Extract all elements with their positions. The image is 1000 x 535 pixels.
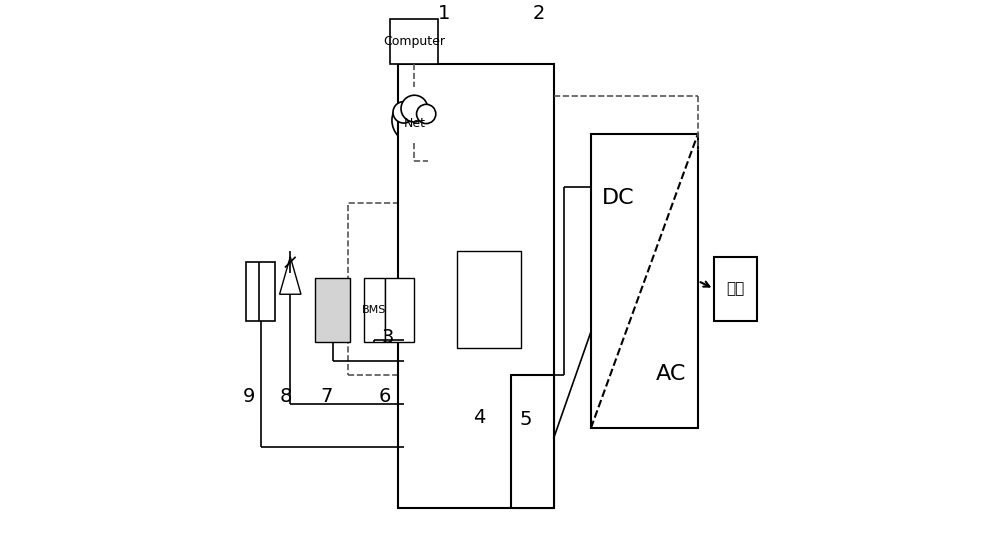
Text: 1: 1 bbox=[438, 4, 450, 23]
Text: 2: 2 bbox=[532, 4, 545, 23]
Bar bbox=[348, 203, 420, 374]
Text: 5: 5 bbox=[519, 410, 532, 430]
Circle shape bbox=[417, 104, 436, 124]
Text: 3: 3 bbox=[381, 327, 394, 347]
Bar bbox=[246, 262, 275, 321]
Circle shape bbox=[401, 95, 428, 122]
Text: Net: Net bbox=[403, 117, 425, 129]
Bar bbox=[457, 251, 521, 348]
Bar bbox=[714, 257, 757, 321]
Bar bbox=[591, 134, 698, 428]
Circle shape bbox=[393, 102, 414, 123]
Text: 负载: 负载 bbox=[726, 281, 745, 296]
Text: DC: DC bbox=[601, 188, 634, 208]
Bar bbox=[364, 278, 385, 342]
Bar bbox=[511, 374, 554, 508]
Text: BMS: BMS bbox=[362, 305, 386, 315]
Text: AC: AC bbox=[656, 364, 686, 385]
Text: 8: 8 bbox=[280, 387, 292, 407]
Text: 6: 6 bbox=[379, 387, 391, 407]
Bar bbox=[315, 278, 350, 342]
Bar bbox=[390, 19, 438, 64]
Bar bbox=[398, 64, 554, 508]
Text: Computer: Computer bbox=[383, 35, 445, 48]
Text: 9: 9 bbox=[242, 387, 255, 407]
Bar bbox=[385, 278, 414, 342]
Polygon shape bbox=[280, 257, 301, 294]
Text: 4: 4 bbox=[473, 408, 486, 427]
Text: 7: 7 bbox=[320, 387, 332, 407]
